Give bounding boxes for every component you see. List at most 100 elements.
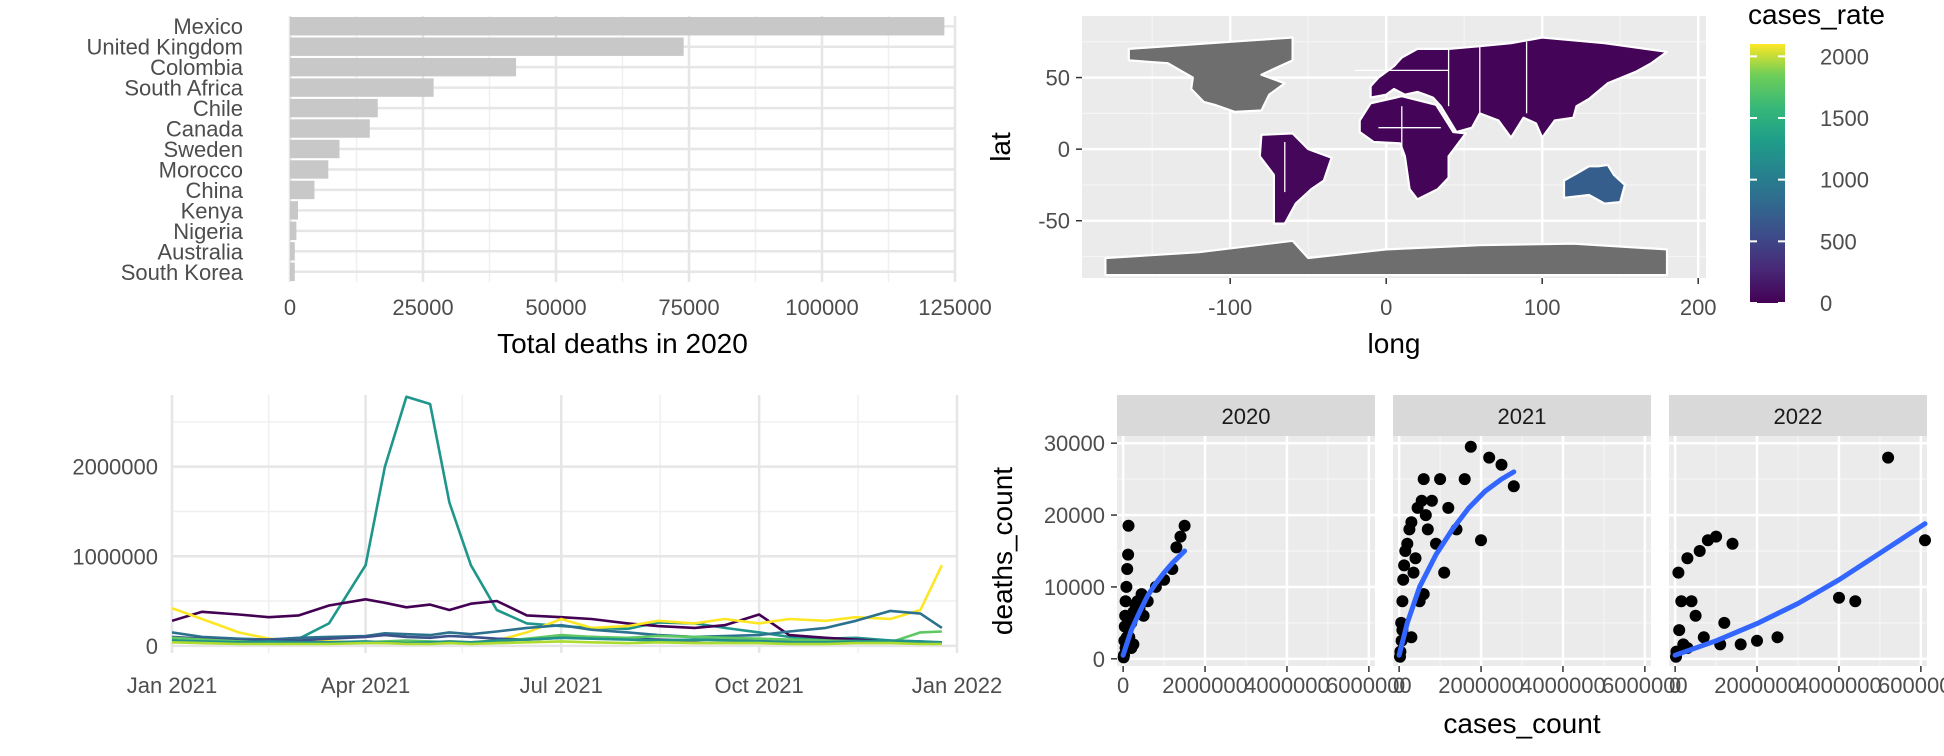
scatter-point bbox=[1726, 537, 1739, 550]
scatter-point bbox=[1170, 541, 1183, 554]
x-tick-label: 0 bbox=[1393, 673, 1405, 698]
scatter-point bbox=[1409, 552, 1422, 565]
scatter-point bbox=[1434, 473, 1447, 486]
x-tick-label: 0 bbox=[1669, 673, 1681, 698]
series-line-1 bbox=[172, 395, 943, 645]
bar-chart-panel: 0 25000 50000 75000 100000 125000 MexicoUnited… bbox=[86, 14, 991, 359]
scatter-point bbox=[1442, 501, 1455, 514]
y-tick-label: 10000 bbox=[1044, 575, 1105, 600]
scatter-point bbox=[1425, 494, 1438, 507]
scatter-point bbox=[1122, 548, 1135, 561]
x-tick-label: 0 bbox=[1380, 295, 1392, 320]
facet-strip-label: 2022 bbox=[1774, 404, 1823, 429]
y-tick-label: 1000000 bbox=[72, 544, 158, 569]
y-axis-title: lat bbox=[985, 132, 1016, 162]
series-line-7 bbox=[172, 636, 942, 645]
facet-strip bbox=[1117, 395, 1375, 436]
series-line-4 bbox=[172, 609, 943, 641]
line-chart-panel: Jan 2021 Apr 2021 Jul 2021 Oct 2021 Jan 2022… bbox=[72, 395, 1002, 698]
scatter-point bbox=[1419, 509, 1432, 522]
smooth-line bbox=[1120, 548, 1188, 658]
y-tick-label: Nigeria bbox=[173, 219, 243, 244]
map-regions bbox=[1104, 36, 1669, 277]
series-line-3 bbox=[172, 564, 944, 645]
x-tick-label: 100 bbox=[1524, 295, 1561, 320]
scatter-point bbox=[1121, 563, 1134, 575]
x-tick-label: 75000 bbox=[658, 295, 719, 320]
y-tick-label: 0 bbox=[1093, 647, 1105, 672]
scatter-point bbox=[1417, 473, 1430, 486]
scatter-point bbox=[1751, 634, 1763, 647]
y-tick-label: Chile bbox=[193, 96, 243, 121]
x-tick-label: Jan 2022 bbox=[912, 673, 1003, 698]
bar bbox=[290, 119, 370, 138]
y-tick-label: Australia bbox=[157, 239, 243, 264]
scatter-point bbox=[1174, 530, 1187, 543]
scatter-point bbox=[1405, 631, 1418, 644]
x-tick-label: Jul 2021 bbox=[520, 673, 603, 698]
x-tick-label: Apr 2021 bbox=[321, 673, 410, 698]
scatter-point bbox=[1464, 440, 1477, 453]
scatter-point bbox=[1693, 545, 1706, 557]
x-axis-title: cases_count bbox=[1443, 708, 1600, 739]
scatter-point bbox=[1421, 523, 1434, 536]
scatter-point bbox=[1483, 451, 1496, 464]
legend-tick-label: 2000 bbox=[1820, 44, 1869, 69]
bar bbox=[290, 57, 517, 77]
facet-strip bbox=[1669, 395, 1927, 436]
scatter-point bbox=[1882, 451, 1895, 464]
scatter-point bbox=[1849, 595, 1862, 608]
map-region-usa-canada bbox=[1127, 36, 1294, 114]
x-tick-label: 125000 bbox=[918, 295, 991, 320]
scatter-point bbox=[1710, 530, 1723, 543]
y-tick-label: 50 bbox=[1046, 66, 1070, 91]
scatter-point bbox=[1507, 480, 1520, 493]
scatter-point bbox=[1475, 534, 1487, 547]
bar bbox=[290, 221, 297, 241]
y-tick-label: Colombia bbox=[150, 55, 244, 80]
x-tick-label: 2000000 bbox=[1162, 673, 1248, 698]
facet-strip bbox=[1393, 395, 1651, 436]
map-region-africa bbox=[1358, 95, 1467, 201]
x-tick-label: 25000 bbox=[392, 295, 453, 320]
x-tick-label: 0 bbox=[284, 295, 296, 320]
x-axis-title: Total deaths in 2020 bbox=[497, 328, 748, 359]
x-tick-label: 100000 bbox=[785, 295, 858, 320]
scatter-point bbox=[1919, 534, 1931, 547]
y-tick-label: Morocco bbox=[159, 157, 243, 182]
legend-tick-label: 1000 bbox=[1820, 168, 1869, 193]
scatter-point bbox=[1415, 494, 1428, 507]
scatter-point bbox=[1120, 580, 1133, 593]
facet-strip-label: 2021 bbox=[1498, 404, 1547, 429]
x-tick-label: 0 bbox=[1117, 673, 1129, 698]
bar bbox=[290, 242, 295, 261]
bar bbox=[290, 201, 298, 220]
map-region-australia bbox=[1562, 163, 1627, 205]
scatter-point bbox=[1458, 473, 1471, 486]
series-line-2 bbox=[172, 597, 942, 645]
x-axis-title: long bbox=[1368, 328, 1421, 359]
facet-strip-label: 2020 bbox=[1222, 404, 1271, 429]
scatter-point bbox=[1689, 609, 1702, 622]
scatter-point bbox=[1833, 591, 1845, 604]
map-region-antarctica bbox=[1104, 239, 1669, 277]
map-region-eurasia bbox=[1369, 36, 1669, 139]
x-tick-label: 6000000 bbox=[1878, 673, 1944, 698]
x-tick-label: 50000 bbox=[525, 295, 586, 320]
smooth-line bbox=[1672, 521, 1928, 658]
scatter-point bbox=[1675, 595, 1688, 608]
x-tick-label: Oct 2021 bbox=[714, 673, 803, 698]
legend-tick-label: 0 bbox=[1820, 291, 1832, 316]
scatter-point bbox=[1396, 595, 1409, 608]
map-panel: -100 0 100 200 -50 0 50 long lat cases_rate 0 500 10… bbox=[985, 0, 1885, 359]
smooth-line bbox=[1396, 469, 1517, 658]
series-group bbox=[172, 395, 944, 646]
scatter-point bbox=[1771, 631, 1784, 644]
y-tick-label: South Korea bbox=[121, 260, 244, 285]
legend-colorbar bbox=[1750, 44, 1785, 303]
series-line-8 bbox=[172, 640, 942, 646]
scatter-point bbox=[1685, 595, 1698, 608]
x-tick-label: -100 bbox=[1208, 295, 1252, 320]
